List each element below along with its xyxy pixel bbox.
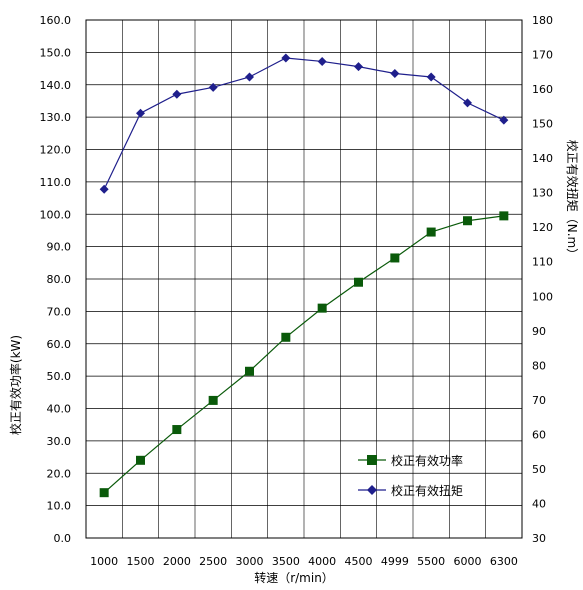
left-tick-label: 10.0 [47,500,72,513]
legend-label-power: 校正有效功率 [391,453,463,468]
data-point-power [463,216,472,226]
data-point-power [390,253,400,263]
x-tick-label: 1500 [127,555,155,568]
x-axis-ticks: 1000 1500 2000 2500 3000 3500 4000 4500 4999 5500… [90,555,518,568]
left-tick-label: 80.0 [47,273,72,286]
legend: 校正有效功率 校正有效扭矩 [358,453,463,498]
right-tick-label: 170 [532,49,553,62]
data-point-power [426,227,436,237]
x-tick-label: 6000 [454,555,482,568]
left-axis-ticks: 0.0 10.0 20.0 30.0 40.0 50.0 60.0 70.0 80.0 90.0 1… [40,14,72,545]
series-line-torque [103,57,505,190]
data-point-power [136,455,145,465]
data-point-power [245,366,254,376]
data-point-power [499,211,509,221]
data-point-power [317,303,327,313]
left-axis-label: 校正有效功率(kW) [8,335,23,435]
data-point-torque [136,108,145,118]
series-layer [99,53,509,498]
left-tick-label: 150.0 [40,46,72,59]
data-point-torque [390,69,400,79]
x-tick-label: 2500 [199,555,227,568]
right-tick-label: 140 [532,152,553,165]
left-tick-label: 110.0 [40,176,72,189]
legend-marker-power [367,455,377,465]
data-point-torque [463,98,472,108]
x-tick-label: 2000 [163,555,191,568]
left-tick-label: 120.0 [40,144,72,157]
right-tick-label: 70 [532,394,546,407]
right-axis-label: 校正有效扭矩（N.m） [565,140,580,260]
right-tick-label: 180 [532,14,553,27]
data-point-power [208,395,218,405]
x-tick-label: 4500 [345,555,373,568]
left-tick-label: 130.0 [40,111,72,124]
data-point-torque [172,89,182,99]
left-tick-label: 20.0 [47,467,72,480]
right-tick-label: 160 [532,83,553,96]
data-point-power [281,332,291,342]
left-tick-label: 50.0 [47,370,72,383]
legend-item-torque: 校正有效扭矩 [358,483,463,498]
x-tick-label: 3000 [236,555,264,568]
data-point-power [99,488,109,498]
right-tick-label: 100 [532,290,553,303]
left-tick-label: 160.0 [40,14,72,27]
data-point-torque [354,62,363,72]
legend-label-torque: 校正有效扭矩 [391,483,463,498]
x-axis-label: 转速（r/min） [254,570,334,585]
left-tick-label: 100.0 [40,208,72,221]
series-line-power [103,215,504,494]
x-tick-label: 3500 [272,555,300,568]
left-tick-label: 60.0 [47,338,72,351]
left-tick-label: 140.0 [40,79,72,92]
legend-item-power: 校正有效功率 [358,453,463,468]
data-point-power [354,277,363,287]
right-tick-label: 110 [532,256,553,269]
data-point-torque [99,184,109,194]
x-tick-label: 6300 [490,555,518,568]
data-point-torque [208,82,218,92]
grid-lines [86,19,522,539]
data-point-power [172,425,182,435]
left-tick-label: 70.0 [47,305,72,318]
x-tick-label: 4000 [308,555,336,568]
right-tick-label: 80 [532,359,546,372]
right-tick-label: 130 [532,187,553,200]
x-tick-label: 4999 [381,555,409,568]
right-tick-label: 60 [532,428,546,441]
legend-marker-torque [367,485,377,495]
right-tick-label: 30 [532,532,546,545]
right-tick-label: 120 [532,221,553,234]
right-tick-label: 50 [532,463,546,476]
left-tick-label: 30.0 [47,435,72,448]
left-tick-label: 40.0 [47,403,72,416]
plot-frame [85,19,523,539]
data-point-torque [281,53,291,63]
right-axis-ticks: 30 40 50 60 70 80 90 100 110 120 130 140 150 160 170 18… [532,14,553,545]
data-point-torque [245,72,254,82]
x-tick-label: 1000 [90,555,118,568]
left-tick-label: 0.0 [54,532,72,545]
data-point-torque [499,115,509,125]
left-tick-label: 90.0 [47,241,72,254]
right-tick-label: 40 [532,497,546,510]
x-tick-label: 5500 [417,555,445,568]
data-point-torque [426,72,436,82]
right-tick-label: 150 [532,118,553,131]
data-point-torque [317,56,327,66]
right-tick-label: 90 [532,325,546,338]
